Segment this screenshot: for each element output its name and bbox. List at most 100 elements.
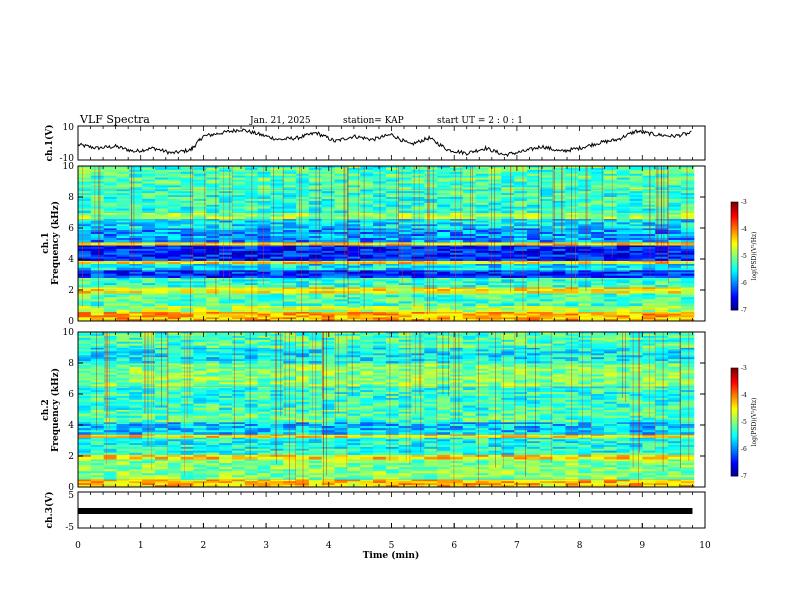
heatmap-cell: [527, 439, 541, 442]
heatmap-cell: [539, 267, 554, 271]
heatmap-cell: [283, 187, 297, 190]
heatmap-cell: [283, 248, 297, 252]
heatmap-cell: [462, 224, 477, 227]
heatmap-cell: [668, 232, 682, 235]
heatmap-cell: [90, 475, 105, 478]
heatmap-cell: [257, 216, 271, 220]
heatmap-cell: [308, 454, 323, 458]
heatmap-cell: [116, 473, 130, 476]
heatmap-cell: [565, 240, 579, 243]
heatmap-cell: [90, 210, 105, 213]
ytick-label: 0: [68, 317, 74, 327]
heatmap-cell: [629, 228, 643, 231]
heatmap-cell: [680, 303, 695, 306]
heatmap-cell: [514, 260, 528, 263]
heatmap-cell: [347, 234, 361, 237]
heatmap-cell: [360, 267, 374, 271]
heatmap-cell: [411, 179, 425, 182]
heatmap-cell: [462, 309, 477, 313]
heatmap-cell: [655, 475, 669, 478]
heatmap-cell: [565, 241, 579, 244]
heatmap-cell: [578, 295, 592, 298]
heatmap-cell: [90, 218, 105, 221]
heatmap-cell: [142, 175, 156, 178]
heatmap-cell: [334, 439, 348, 442]
heatmap-cell: [539, 262, 554, 264]
heatmap-cell: [321, 293, 336, 296]
heatmap-cell: [244, 291, 259, 294]
heatmap-cell: [360, 241, 374, 244]
heatmap-cell: [90, 202, 105, 206]
heatmap-cell: [437, 183, 451, 186]
heatmap-cell: [437, 243, 451, 246]
heatmap-cell: [296, 297, 310, 300]
heatmap-cell: [655, 319, 669, 322]
heatmap-cell: [680, 202, 695, 206]
heatmap-cell: [155, 267, 169, 271]
heatmap-cell: [308, 277, 323, 280]
heatmap-cell: [668, 445, 682, 448]
heatmap-cell: [206, 307, 220, 311]
heatmap-cell: [437, 222, 451, 225]
heatmap-cell: [283, 179, 297, 182]
heatmap-cell: [424, 175, 438, 178]
heatmap-cell: [167, 291, 182, 294]
heatmap-cell: [424, 247, 438, 250]
heatmap-cell: [283, 175, 297, 178]
heatmap-cell: [308, 212, 323, 215]
heatmap-cell: [578, 183, 592, 186]
heatmap-cell: [655, 291, 669, 294]
heatmap-cell: [385, 479, 400, 482]
heatmap-cell: [539, 319, 554, 322]
heatmap-cell: [90, 317, 105, 320]
heatmap-cell: [552, 311, 566, 314]
heatmap-cell: [90, 483, 105, 486]
heatmap-cell: [244, 301, 259, 304]
heatmap-cell: [347, 297, 361, 300]
heatmap-cell: [116, 216, 130, 220]
heatmap-cell: [180, 454, 194, 458]
heatmap-cell: [488, 247, 502, 250]
heatmap-cell: [321, 200, 336, 204]
heatmap-cell: [552, 260, 566, 263]
heatmap-cell: [514, 311, 528, 314]
header-station: station= KAP: [343, 116, 404, 126]
heatmap-cell: [334, 204, 348, 208]
heatmap-cell: [347, 198, 361, 202]
heatmap-cell: [527, 269, 541, 273]
heatmap-cell: [308, 441, 323, 444]
heatmap-cell: [167, 439, 182, 442]
heatmap-cell: [668, 175, 682, 178]
heatmap-cell: [360, 247, 374, 250]
heatmap-cell: [475, 305, 489, 308]
heatmap-cell: [360, 319, 374, 322]
heatmap-cell: [462, 220, 477, 223]
heatmap-cell: [437, 471, 451, 474]
heatmap-cell: [334, 208, 348, 211]
heatmap-cell: [296, 181, 310, 184]
header-date: Jan. 21, 2025: [249, 116, 311, 126]
heatmap-cell: [90, 299, 105, 302]
heatmap-cell: [155, 224, 169, 227]
heatmap-cell: [411, 220, 425, 223]
heatmap-cell: [475, 475, 489, 478]
heatmap-cell: [565, 307, 579, 311]
heatmap-cell: [578, 463, 592, 466]
heatmap-cell: [155, 250, 169, 254]
heatmap-cell: [373, 271, 387, 275]
heatmap-cell: [360, 210, 374, 213]
heatmap-cell: [591, 214, 605, 218]
heatmap-cell: [527, 214, 541, 218]
heatmap-cell: [591, 181, 605, 184]
heatmap-cell: [116, 230, 130, 233]
heatmap-cell: [411, 299, 425, 302]
heatmap-cell: [270, 262, 284, 264]
heatmap-cell: [655, 281, 669, 284]
heatmap-cell: [616, 283, 631, 286]
heatmap-cell: [244, 267, 259, 271]
heatmap-cell: [78, 286, 92, 290]
heatmap-cell: [219, 469, 233, 472]
heatmap-cell: [244, 256, 259, 259]
heatmap-cell: [347, 439, 361, 442]
heatmap-cell: [680, 477, 695, 480]
